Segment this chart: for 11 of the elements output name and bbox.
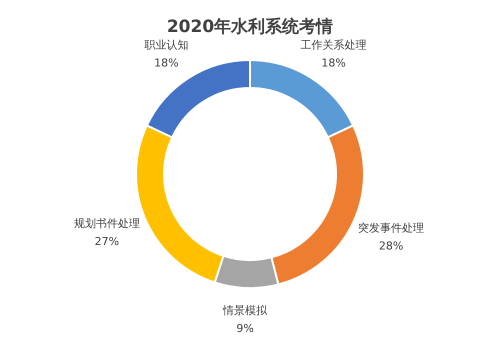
data-label: 18% bbox=[154, 56, 179, 70]
chart-title: 2020年水利系统考情 bbox=[166, 17, 334, 37]
data-label: 9% bbox=[236, 322, 254, 335]
data-label: 18% bbox=[321, 56, 346, 70]
slice-label: 职业认知 bbox=[144, 38, 188, 52]
slice-label: 突发事件处理 bbox=[358, 221, 424, 234]
slice-label: 情景模拟 bbox=[222, 304, 268, 317]
data-label: 27% bbox=[94, 235, 120, 248]
slice-label: 工作关系处理 bbox=[300, 38, 367, 52]
slice-label: 规划书件处理 bbox=[74, 217, 140, 230]
data-label: 28% bbox=[378, 239, 404, 252]
